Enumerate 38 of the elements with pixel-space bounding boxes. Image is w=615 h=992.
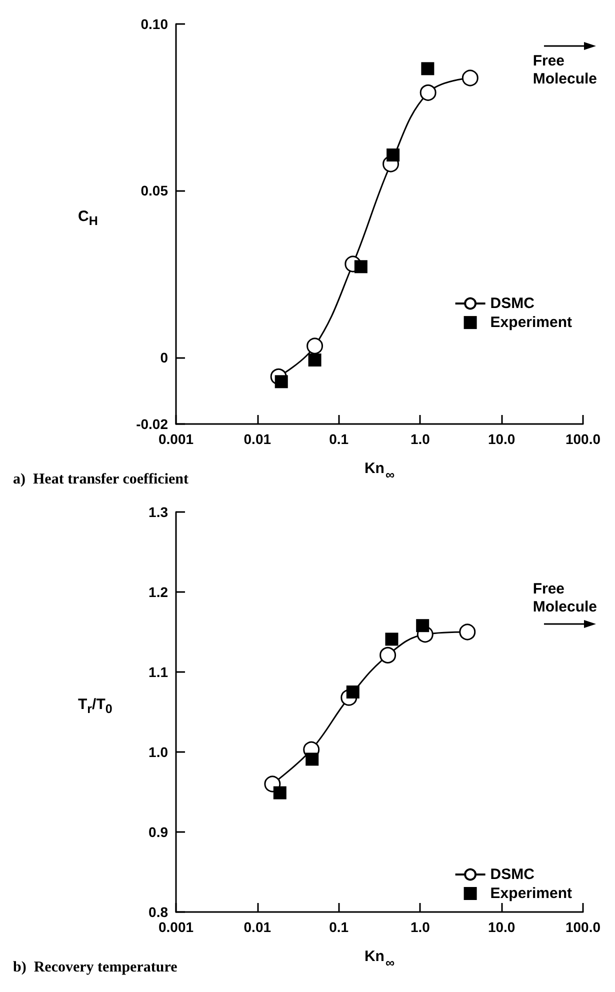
y-tick-label: 0.10 [140, 16, 168, 32]
x-tick-label: 100.0 [565, 919, 601, 935]
x-tick-label: 0.1 [329, 431, 349, 447]
y-tick-label: 1.2 [148, 584, 168, 600]
legend-label: Experiment [490, 314, 572, 332]
x-tick-label: 1.0 [410, 431, 430, 447]
point [420, 84, 436, 101]
y-tick-label: 1.0 [148, 744, 168, 760]
x-tick-label: 0.01 [244, 431, 272, 447]
x-tick-label: 0.001 [158, 431, 194, 447]
y-tick-label: 0.8 [148, 904, 168, 920]
x-tick-label: 10.0 [488, 431, 516, 447]
y-axis-title: T$_{r}$/T$_{0}$ [78, 696, 112, 716]
x-tick-label: 0.01 [244, 919, 272, 935]
point [306, 338, 324, 354]
point [308, 354, 322, 366]
y-tick-label: 1.3 [148, 504, 168, 520]
x-tick-label: 100.0 [565, 431, 601, 447]
point [421, 62, 434, 76]
legend-label: Experiment [490, 885, 572, 902]
x-axis-title: Kn∞ [364, 948, 395, 970]
y-tick-label: 0.05 [140, 182, 168, 199]
y-tick-label: 0.9 [148, 824, 168, 840]
x-axis-title: Kn∞ [364, 460, 395, 482]
y-tick-label: 1.1 [148, 664, 168, 680]
legend-label: DSMC [490, 866, 535, 883]
annotation: Free Molecule [532, 52, 598, 88]
y-tick-label: 0 [160, 349, 168, 366]
x-tick-label: 0.1 [329, 919, 349, 935]
annotation: Free Molecule [532, 580, 598, 616]
y-tick-label: -0.02 [136, 416, 168, 432]
text: a) Heat transfer coefficient [13, 472, 188, 488]
text: b) Recovery temperature [13, 960, 178, 976]
x-tick-label: 0.001 [158, 919, 194, 935]
x-tick-label: 1.0 [410, 919, 430, 935]
legend-label: DSMC [490, 295, 535, 312]
x-tick-label: 10.0 [488, 919, 516, 935]
y-axis-title: C$_{H}$ [78, 208, 98, 228]
